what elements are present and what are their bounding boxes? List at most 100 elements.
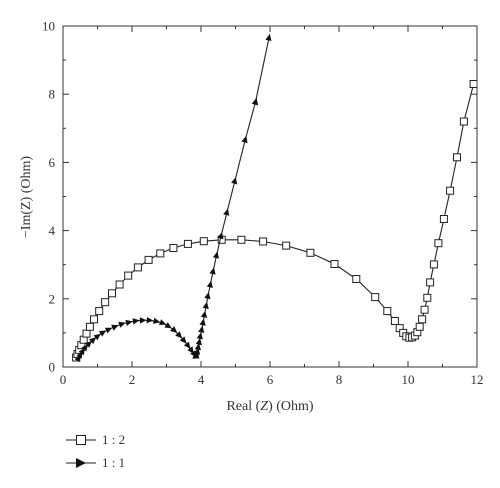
data-point-square	[169, 244, 178, 252]
data-point-square	[352, 275, 361, 283]
data-point-square	[446, 186, 455, 195]
data-point-square	[282, 241, 291, 250]
data-point-triangle	[153, 317, 161, 324]
series-line	[254, 37, 270, 103]
data-point-triangle	[81, 344, 89, 352]
data-point-triangle	[199, 318, 206, 326]
data-point-square	[144, 255, 153, 264]
legend-label-1-1: 1 : 1	[102, 455, 125, 470]
x-axis-ticks: 0 2 4 6 8 10 12	[60, 26, 484, 387]
data-point-triangle	[125, 319, 133, 326]
data-point-triangle	[76, 351, 83, 359]
data-point-square	[101, 298, 110, 307]
data-point-triangle	[104, 327, 113, 334]
y-tick-label: 2	[49, 291, 56, 306]
data-point-square	[415, 322, 424, 331]
data-point-triangle	[158, 319, 167, 325]
data-point-square	[90, 315, 98, 324]
y-tick-label: 0	[49, 360, 56, 375]
data-point-square	[418, 315, 427, 324]
legend-marker-open-square	[76, 435, 86, 445]
y-axis-ticks: 0 2 4 6 8 10	[42, 19, 477, 375]
data-point-triangle	[111, 324, 119, 331]
data-point-square	[434, 239, 443, 248]
data-point-square	[383, 307, 392, 316]
data-point-square	[330, 260, 339, 268]
data-point-triangle	[118, 321, 126, 328]
data-point-triangle	[132, 318, 140, 325]
y-tick-label: 4	[49, 223, 56, 238]
data-point-square	[453, 153, 461, 162]
data-point-square	[426, 278, 435, 287]
data-point-square	[459, 117, 468, 126]
series-layer	[72, 33, 477, 363]
data-point-square	[390, 317, 399, 325]
data-point-square	[85, 322, 94, 331]
data-point-triangle	[265, 33, 272, 41]
data-point-triangle	[231, 177, 238, 185]
data-point-triangle	[93, 333, 101, 341]
data-point-triangle	[217, 232, 224, 240]
data-point-triangle	[179, 336, 187, 344]
data-point-square	[156, 249, 165, 258]
data-point-triangle	[202, 301, 209, 309]
data-point-triangle	[209, 267, 216, 275]
y-tick-label: 10	[42, 19, 55, 34]
data-point-square	[183, 239, 192, 248]
y-axis-title: −Im(Z) (Ohm)	[19, 156, 34, 238]
data-point-triangle	[170, 326, 178, 333]
data-point-triangle	[206, 280, 213, 288]
data-point-triangle	[183, 341, 191, 349]
x-tick-label: 0	[60, 372, 67, 387]
data-point-triangle	[175, 331, 183, 339]
data-point-square	[199, 237, 208, 246]
x-tick-label: 8	[336, 372, 343, 387]
data-point-triangle	[98, 330, 107, 337]
data-point-square	[124, 271, 133, 280]
data-point-square	[237, 235, 246, 244]
data-point-triangle	[223, 208, 230, 216]
legend-label-1-2: 1 : 2	[102, 432, 125, 447]
data-point-square	[423, 293, 432, 302]
data-point-triangle	[194, 343, 201, 351]
data-point-triangle	[204, 292, 211, 300]
data-point-triangle	[84, 340, 92, 348]
data-point-square	[306, 248, 315, 257]
x-tick-label: 6	[267, 372, 274, 387]
data-point-triangle	[196, 332, 203, 340]
data-point-square	[95, 307, 104, 316]
y-tick-label: 6	[49, 155, 56, 170]
series-2	[74, 98, 258, 363]
data-point-triangle	[139, 317, 147, 324]
data-point-triangle	[212, 251, 219, 259]
legend-marker-filled-triangle	[76, 458, 86, 468]
data-point-triangle	[78, 347, 85, 356]
series-1	[72, 80, 477, 362]
x-tick-label: 10	[402, 372, 415, 387]
data-point-triangle	[89, 337, 97, 345]
x-tick-label: 4	[198, 372, 205, 387]
data-point-square	[82, 329, 91, 338]
x-axis-title: Real (Z) (Ohm)	[226, 399, 313, 414]
legend-item-1-1: 1 : 1	[66, 455, 125, 470]
data-point-triangle	[164, 322, 172, 329]
data-point-triangle	[198, 325, 205, 333]
data-point-square	[371, 293, 380, 302]
legend: 1 : 2 1 : 1	[66, 432, 125, 470]
data-point-square	[259, 237, 268, 246]
data-point-square	[469, 80, 477, 88]
data-point-triangle	[195, 338, 202, 346]
data-point-square	[108, 289, 116, 298]
data-point-square	[115, 280, 124, 289]
y-tick-label: 8	[49, 87, 56, 102]
series-3	[251, 33, 272, 106]
data-point-square	[439, 215, 448, 223]
data-point-triangle	[241, 135, 248, 144]
data-point-triangle	[146, 317, 154, 324]
series-line	[75, 83, 475, 358]
data-point-square	[133, 263, 142, 272]
data-point-square	[429, 260, 438, 269]
data-point-triangle	[187, 346, 194, 354]
series-line	[78, 101, 257, 359]
